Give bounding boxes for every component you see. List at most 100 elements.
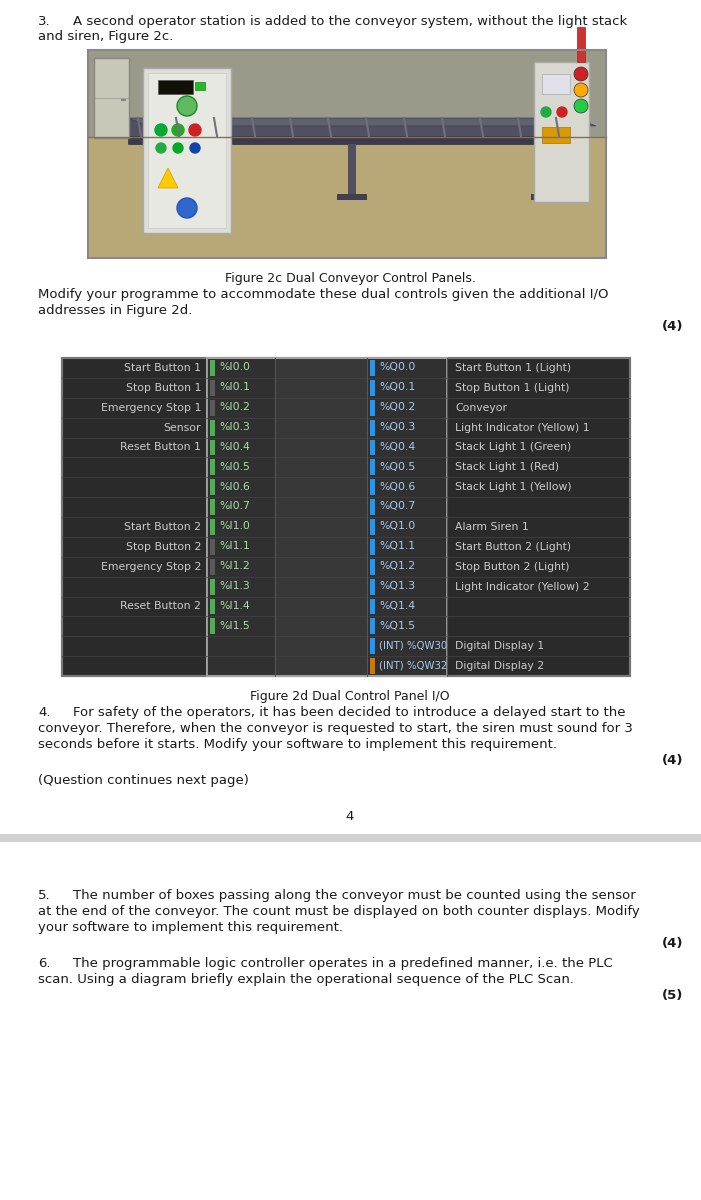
Bar	[195, 82, 205, 90]
Text: The programmable logic controller operates in a predefined manner, i.e. the PLC: The programmable logic controller operat…	[73, 958, 613, 970]
Text: Reset Button 2: Reset Button 2	[120, 601, 201, 612]
Text: %Q1.4: %Q1.4	[379, 601, 415, 611]
Bar	[210, 559, 215, 575]
Bar	[210, 400, 215, 415]
Text: 5.: 5.	[38, 889, 50, 902]
Text: Stack Light 1 (Green): Stack Light 1 (Green)	[455, 443, 571, 452]
Circle shape	[574, 83, 588, 97]
Text: (4): (4)	[662, 754, 683, 767]
Text: For safety of the operators, it has been decided to introduce a delayed start to: For safety of the operators, it has been…	[73, 706, 625, 719]
Bar	[370, 380, 375, 396]
Text: addresses in Figure 2d.: addresses in Figure 2d.	[38, 304, 192, 317]
Bar	[542, 127, 570, 143]
Text: %I1.4: %I1.4	[219, 601, 250, 611]
Bar	[542, 74, 570, 94]
Text: seconds before it starts. Modify your software to implement this requirement.: seconds before it starts. Modify your so…	[38, 738, 557, 751]
Circle shape	[177, 198, 197, 218]
Circle shape	[173, 143, 183, 152]
Text: Light Indicator (Yellow) 2: Light Indicator (Yellow) 2	[455, 582, 590, 592]
Bar	[370, 400, 375, 415]
Bar	[577, 26, 585, 62]
Text: %Q0.1: %Q0.1	[379, 383, 415, 392]
Text: Stack Light 1 (Red): Stack Light 1 (Red)	[455, 462, 559, 473]
Text: Figure 2d Dual Control Panel I/O: Figure 2d Dual Control Panel I/O	[250, 690, 450, 703]
Bar	[210, 518, 215, 535]
Bar	[370, 618, 375, 635]
Text: Alarm Siren 1: Alarm Siren 1	[455, 522, 529, 532]
Text: %I1.3: %I1.3	[219, 581, 250, 590]
Text: (5): (5)	[662, 989, 683, 1002]
Text: %I0.7: %I0.7	[219, 502, 250, 511]
Text: (4): (4)	[662, 320, 683, 332]
Bar	[210, 360, 215, 376]
Bar	[367, 358, 447, 676]
Bar	[210, 578, 215, 594]
Text: %I0.2: %I0.2	[219, 402, 250, 412]
Text: Stop Button 1: Stop Button 1	[125, 383, 201, 392]
Text: 6.: 6.	[38, 958, 50, 970]
Bar	[210, 420, 215, 436]
Bar	[337, 194, 367, 200]
Text: %Q1.2: %Q1.2	[379, 562, 415, 571]
Text: and siren, Figure 2c.: and siren, Figure 2c.	[38, 30, 173, 43]
Bar	[210, 499, 215, 515]
Text: %I0.5: %I0.5	[219, 462, 250, 472]
Bar	[94, 58, 129, 138]
Text: %I0.3: %I0.3	[219, 422, 250, 432]
Text: Start Button 1 (Light): Start Button 1 (Light)	[455, 362, 571, 373]
Text: %I0.1: %I0.1	[219, 383, 250, 392]
Circle shape	[155, 124, 167, 136]
Bar	[148, 73, 226, 228]
Bar	[370, 638, 375, 654]
Text: %Q1.0: %Q1.0	[379, 521, 415, 532]
Bar	[88, 137, 606, 258]
Text: %Q0.2: %Q0.2	[379, 402, 415, 412]
Text: %I1.0: %I1.0	[219, 521, 250, 532]
Circle shape	[177, 96, 197, 116]
Text: Modify your programme to accommodate these dual controls given the additional I/: Modify your programme to accommodate the…	[38, 288, 608, 301]
Bar	[154, 144, 162, 194]
Circle shape	[557, 107, 567, 116]
Bar	[207, 358, 275, 676]
Text: %Q0.0: %Q0.0	[379, 362, 416, 372]
Circle shape	[574, 98, 588, 113]
Text: scan. Using a diagram briefly explain the operational sequence of the PLC Scan.: scan. Using a diagram briefly explain th…	[38, 973, 574, 986]
Circle shape	[574, 67, 588, 80]
Bar	[370, 479, 375, 496]
Bar	[370, 599, 375, 614]
Circle shape	[172, 124, 184, 136]
Bar	[348, 144, 356, 194]
Circle shape	[190, 143, 200, 152]
Text: Stop Button 2 (Light): Stop Button 2 (Light)	[455, 562, 569, 571]
Text: %Q0.6: %Q0.6	[379, 481, 415, 492]
Text: (Question continues next page): (Question continues next page)	[38, 774, 249, 787]
Text: %I1.1: %I1.1	[219, 541, 250, 551]
Bar	[0, 834, 701, 842]
Bar	[542, 144, 550, 194]
Bar	[370, 518, 375, 535]
Bar	[128, 118, 576, 136]
Bar	[370, 460, 375, 475]
Text: %I0.0: %I0.0	[219, 362, 250, 372]
Bar	[207, 358, 447, 676]
Bar	[88, 50, 606, 258]
Bar	[88, 50, 606, 137]
Text: your software to implement this requirement.: your software to implement this requirem…	[38, 922, 343, 934]
Bar	[128, 136, 576, 144]
Text: Stack Light 1 (Yellow): Stack Light 1 (Yellow)	[455, 482, 571, 492]
Text: Digital Display 2: Digital Display 2	[455, 661, 544, 671]
Polygon shape	[128, 118, 596, 126]
Text: (INT) %QW30: (INT) %QW30	[379, 641, 447, 650]
Bar	[143, 68, 231, 233]
Text: (4): (4)	[662, 937, 683, 950]
Circle shape	[156, 143, 166, 152]
Bar	[370, 539, 375, 554]
Bar	[579, 26, 583, 62]
Bar	[210, 380, 215, 396]
Text: Start Button 2 (Light): Start Button 2 (Light)	[455, 542, 571, 552]
Text: The number of boxes passing along the conveyor must be counted using the sensor: The number of boxes passing along the co…	[73, 889, 636, 902]
Bar	[370, 658, 375, 674]
Text: Digital Display 1: Digital Display 1	[455, 641, 544, 652]
Bar	[158, 80, 193, 94]
Text: Light Indicator (Yellow) 1: Light Indicator (Yellow) 1	[455, 422, 590, 432]
